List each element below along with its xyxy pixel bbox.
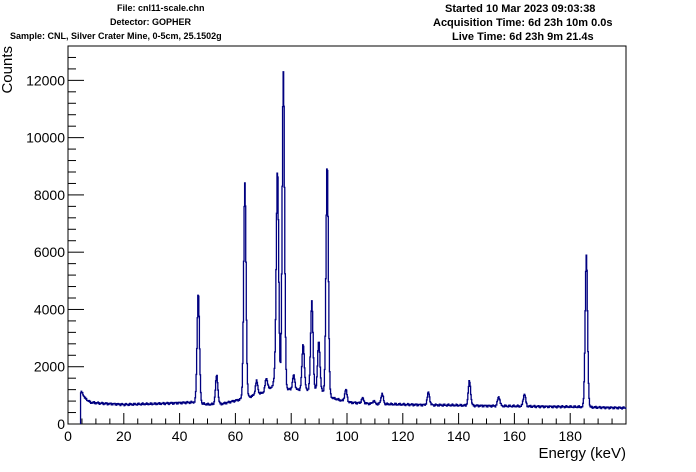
y-tick-label: 0 bbox=[57, 416, 65, 432]
plot-frame bbox=[67, 45, 627, 425]
x-tick-label: 100 bbox=[335, 428, 359, 444]
y-tick-label: 4000 bbox=[34, 301, 65, 317]
x-tick-label: 40 bbox=[172, 428, 188, 444]
axis-ticks bbox=[67, 45, 627, 425]
y-tick-label: 2000 bbox=[34, 359, 65, 375]
x-tick-label: 60 bbox=[228, 428, 244, 444]
x-tick-label: 80 bbox=[283, 428, 299, 444]
sample-label: Sample: CNL, Silver Crater Mine, 0-5cm, … bbox=[10, 31, 222, 41]
y-tick-label: 10000 bbox=[26, 130, 65, 146]
x-axis-title: Energy (keV) bbox=[538, 445, 626, 462]
y-tick-label: 12000 bbox=[26, 72, 65, 88]
acquisition-time-label: Acquisition Time: 6d 23h 10m 0.0s bbox=[433, 17, 613, 29]
x-tick-labels: 0 20 40 60 80 100 120 140 160 180 bbox=[64, 428, 582, 444]
x-tick-label: 20 bbox=[116, 428, 132, 444]
file-label: File: cnl11-scale.chn bbox=[117, 3, 205, 13]
y-tick-labels: 0 2000 4000 6000 8000 10000 12000 bbox=[26, 72, 65, 432]
live-time-label: Live Time: 6d 23h 9m 21.4s bbox=[452, 31, 594, 43]
y-axis-title: Counts bbox=[0, 46, 16, 94]
y-tick-label: 8000 bbox=[34, 187, 65, 203]
x-tick-label: 140 bbox=[447, 428, 471, 444]
spectrum-line bbox=[79, 71, 627, 424]
x-tick-label: 0 bbox=[64, 428, 72, 444]
plot-border bbox=[67, 45, 627, 425]
detector-label: Detector: GOPHER bbox=[110, 17, 192, 27]
y-tick-label: 6000 bbox=[34, 244, 65, 260]
started-label: Started 10 Mar 2023 09:03:38 bbox=[445, 3, 596, 15]
x-tick-label: 180 bbox=[559, 428, 583, 444]
x-tick-label: 160 bbox=[503, 428, 527, 444]
x-tick-label: 120 bbox=[391, 428, 415, 444]
